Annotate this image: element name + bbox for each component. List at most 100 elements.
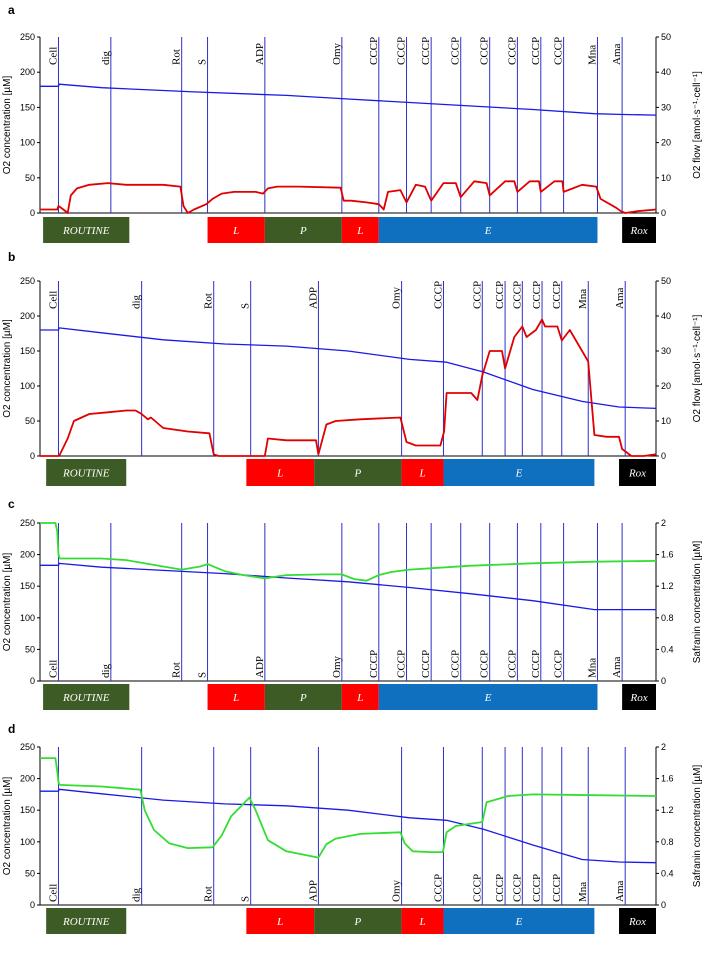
- right-tick-label: 1.6: [661, 550, 674, 560]
- state-bar-rox: [622, 217, 656, 243]
- left-tick-label: 200: [20, 311, 35, 321]
- left-tick-label: 50: [25, 644, 35, 654]
- series-line-o2-concentration: [40, 83, 657, 116]
- state-bar-p: [264, 684, 342, 710]
- event-label: dig: [100, 663, 112, 678]
- event-label: dig: [100, 50, 112, 65]
- right-tick-label: 0.8: [661, 613, 674, 623]
- left-tick-label: 250: [20, 276, 35, 286]
- event-label: CCCP: [368, 37, 380, 65]
- left-tick-label: 100: [20, 138, 35, 148]
- right-tick-label: 30: [661, 102, 671, 112]
- left-tick-label: 200: [20, 67, 35, 77]
- right-tick-label: 0: [661, 208, 666, 218]
- event-label: CCCP: [511, 281, 523, 309]
- right-tick-label: 10: [661, 416, 671, 426]
- event-label: CCCP: [479, 37, 491, 65]
- event-label: S: [240, 896, 252, 902]
- event-label: Mna: [577, 882, 589, 902]
- right-tick-label: 10: [661, 173, 671, 183]
- event-label: CCCP: [494, 874, 506, 902]
- state-label: L: [276, 916, 283, 928]
- series-line-safranin: [40, 522, 657, 582]
- state-bar-l: [207, 217, 265, 243]
- state-bar-l: [401, 459, 444, 486]
- state-label: E: [484, 225, 492, 237]
- left-axis-title: O2 concentration [µM]: [2, 75, 13, 174]
- state-label: L: [356, 692, 363, 704]
- left-tick-label: 150: [20, 346, 35, 356]
- event-label: CCCP: [368, 650, 380, 678]
- event-label: CCCP: [420, 650, 432, 678]
- state-bar-l: [341, 684, 379, 710]
- state-bar-l: [207, 684, 265, 710]
- left-tick-label: 0: [30, 451, 35, 461]
- right-tick-label: 50: [661, 32, 671, 42]
- right-tick-label: 20: [661, 138, 671, 148]
- right-axis-title: Safranin concentration [µM]: [692, 765, 703, 888]
- event-label: CCCP: [506, 650, 518, 678]
- event-label: CCCP: [396, 650, 408, 678]
- event-label: Rot: [203, 293, 215, 309]
- event-label: dig: [131, 294, 143, 309]
- left-tick-label: 50: [25, 868, 35, 878]
- state-bar-routine: [43, 684, 130, 710]
- event-label: Omy: [331, 656, 343, 679]
- state-label: Rox: [630, 692, 648, 704]
- event-label: CCCP: [551, 281, 563, 309]
- event-label: ADP: [254, 656, 266, 678]
- event-label: CCCP: [551, 874, 563, 902]
- left-tick-label: 150: [20, 581, 35, 591]
- event-label: CCCP: [506, 37, 518, 65]
- event-label: Ama: [611, 657, 623, 679]
- event-label: CCCP: [432, 874, 444, 902]
- right-tick-label: 0: [661, 900, 666, 910]
- panel-c: c 0 50 100 150 200 250 0 0.4 0.8 1.2 1.6 2 O2 concent…: [2, 497, 703, 710]
- right-tick-label: 0: [661, 676, 666, 686]
- state-bar-l: [341, 217, 379, 243]
- state-bar-e: [443, 459, 595, 486]
- event-label: CCCP: [471, 281, 483, 309]
- left-axis-title: O2 concentration [µM]: [2, 552, 13, 651]
- event-label: Cell: [47, 884, 59, 902]
- left-tick-label: 0: [30, 208, 35, 218]
- left-tick-label: 100: [20, 381, 35, 391]
- state-label: L: [418, 916, 425, 928]
- event-label: Mna: [577, 289, 589, 309]
- right-tick-label: 40: [661, 311, 671, 321]
- right-tick-label: 2: [661, 742, 666, 752]
- state-bar-routine: [43, 217, 130, 243]
- state-bar-l: [246, 459, 315, 486]
- event-label: CCCP: [450, 650, 462, 678]
- panel-letter: b: [8, 250, 15, 264]
- event-label: CCCP: [420, 37, 432, 65]
- series-line-o2-flow: [40, 318, 657, 457]
- event-label: CCCP: [471, 874, 483, 902]
- state-label: Rox: [628, 916, 646, 928]
- panel-letter: c: [8, 497, 15, 511]
- event-label: Rot: [171, 49, 183, 65]
- series-line-o2-concentration: [40, 562, 656, 611]
- state-label: E: [515, 468, 523, 480]
- state-label: E: [515, 916, 523, 928]
- right-tick-label: 20: [661, 381, 671, 391]
- series-line-safranin: [40, 757, 657, 859]
- left-tick-label: 250: [20, 32, 35, 42]
- panel-letter: d: [8, 722, 15, 736]
- state-bar-e: [378, 217, 598, 243]
- state-bar-e: [378, 684, 598, 710]
- event-label: Rot: [203, 886, 215, 902]
- state-bar-routine: [46, 908, 127, 934]
- right-axis-title: O2 flow [amol·s⁻¹·cell⁻¹]: [692, 71, 703, 179]
- event-label: Omy: [331, 43, 343, 66]
- event-label: ADP: [307, 287, 319, 309]
- state-label: L: [356, 225, 363, 237]
- left-tick-label: 200: [20, 774, 35, 784]
- right-tick-label: 30: [661, 346, 671, 356]
- state-label: L: [276, 468, 283, 480]
- state-bar-p: [314, 908, 402, 934]
- state-label: L: [418, 468, 425, 480]
- event-label: Omy: [391, 880, 403, 903]
- state-label: P: [353, 468, 361, 480]
- event-label: CCCP: [553, 37, 565, 65]
